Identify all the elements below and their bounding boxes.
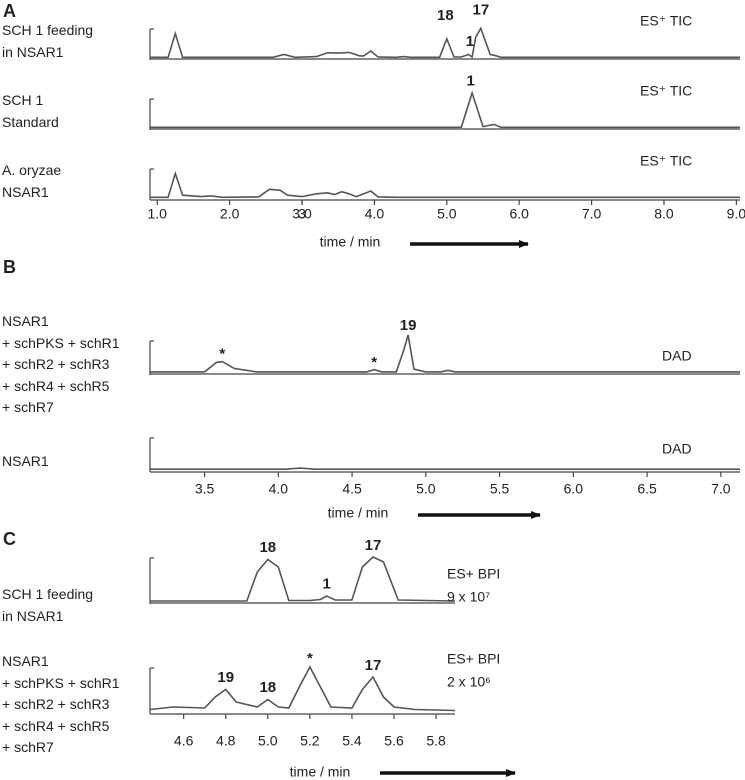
peak-label: 1 [467, 72, 475, 89]
x-axis-label: time / min [328, 505, 389, 521]
x-tick-label: 5.6 [384, 733, 404, 749]
x-tick-label: 6.0 [509, 206, 529, 222]
trace-name-box: SCH 1 feeding in NSAR1 [2, 22, 94, 60]
trace-tag: ES⁺ TIC [640, 13, 692, 29]
trace [149, 665, 456, 712]
peak-label: * [219, 346, 225, 363]
x-tick-label: 4.6 [174, 733, 194, 749]
trace-name: SCH 1 Standard [2, 92, 59, 130]
trace-tag: DAD [662, 441, 692, 457]
peak-label: 1 [466, 33, 474, 50]
x-tick-label: 5.8 [426, 733, 446, 749]
peak-label: 19 [400, 317, 417, 334]
x-tick-label: 5.0 [258, 733, 278, 749]
x-tick-label: 3.5 [195, 481, 215, 497]
trace-name-box: SCH 1 feeding in NSAR1 [2, 586, 94, 624]
x-tick-label: 5.5 [490, 481, 510, 497]
trace-name: NSAR1 [2, 453, 49, 469]
trace-tag: 2 x 10⁶ [447, 674, 491, 690]
trace [150, 170, 740, 199]
trace-tag: DAD [662, 348, 692, 364]
x-tick-label: 7.0 [582, 206, 602, 222]
x-tick-label: 6.0 [564, 481, 584, 497]
trace [150, 26, 740, 59]
trace-name: NSAR1 + schPKS + schR1 + schR2 + schR3 +… [2, 653, 120, 755]
x-tick-label: 5.0 [416, 481, 436, 497]
trace-tag: ES⁺ TIC [640, 83, 692, 99]
peak-label: 18 [259, 679, 276, 696]
trace-name: A. oryzae NSAR1 [2, 162, 62, 200]
trace-tag: ES+ BPI [447, 566, 500, 582]
x-tick-label: 4.8 [216, 733, 236, 749]
peak-label: 18 [437, 7, 454, 24]
peak-label: 19 [217, 669, 234, 686]
panel-label: C [3, 529, 16, 549]
trace [150, 90, 740, 129]
trace-name-box: SCH 1 Standard [2, 92, 59, 130]
x-tick-label: 4.5 [342, 481, 362, 497]
peak-label: * [371, 354, 377, 371]
trace-tag: ES⁺ TIC [640, 153, 692, 169]
x-tick-label: 5.4 [342, 733, 362, 749]
x-tick-label: 4.0 [365, 206, 385, 222]
trace-name-box: A. oryzae NSAR1 [2, 162, 62, 200]
x-tick-label: 1.0 [148, 206, 168, 222]
peak-label: 1 [323, 575, 331, 592]
x-axis-label: time / min [320, 234, 381, 250]
trace [150, 467, 740, 470]
x-tick-label: 4.0 [269, 481, 289, 497]
peak-label: * [307, 650, 313, 667]
peak-label: 17 [472, 2, 489, 19]
panel-label: B [3, 257, 16, 277]
x-tick-label: 2.0 [220, 206, 240, 222]
trace-name-box: NSAR1 [2, 453, 49, 469]
trace-name: SCH 1 feeding in NSAR1 [2, 586, 94, 624]
x-tick-label: 3 [298, 206, 306, 222]
peak-label: 18 [259, 539, 276, 556]
x-tick-label: 3.0 [292, 206, 312, 222]
trace-name: SCH 1 feeding in NSAR1 [2, 22, 94, 60]
x-axis-label: time / min [290, 764, 351, 780]
x-tick-label: 9.0 [727, 206, 745, 222]
peak-label: 17 [365, 657, 382, 674]
x-tick-label: 5.2 [300, 733, 320, 749]
trace-tag: ES+ BPI [447, 651, 500, 667]
x-tick-label: 7.0 [711, 481, 731, 497]
x-tick-label: 6.5 [637, 481, 657, 497]
peak-label: 17 [365, 537, 382, 554]
x-tick-label: 5.0 [437, 206, 457, 222]
trace [150, 334, 740, 373]
panel-label: A [3, 1, 16, 21]
trace-name-box: NSAR1 + schPKS + schR1 + schR2 + schR3 +… [2, 313, 120, 415]
trace [150, 556, 456, 602]
trace-tag: 9 x 10⁷ [447, 589, 490, 605]
x-tick-label: 8.0 [654, 206, 674, 222]
trace-name-box: NSAR1 + schPKS + schR1 + schR2 + schR3 +… [2, 653, 120, 755]
trace-name: NSAR1 + schPKS + schR1 + schR2 + schR3 +… [2, 313, 120, 415]
